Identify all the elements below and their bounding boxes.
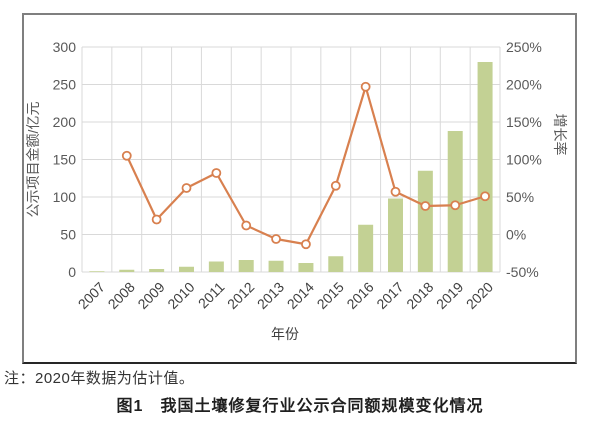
growth-marker — [241, 220, 252, 231]
year-tick: 2018 — [403, 279, 436, 312]
year-tick: 2012 — [224, 279, 257, 312]
growth-line-series — [121, 81, 490, 250]
growth-marker — [151, 214, 162, 225]
chart-frame: 300 250 200 150 100 50 0 250% 200% 150% 100% 50% 0% -… — [22, 13, 577, 364]
bar-2012 — [238, 260, 254, 272]
growth-marker — [360, 81, 371, 92]
right-tick: 0% — [506, 227, 526, 243]
year-tick: 2013 — [254, 279, 287, 312]
right-tick: 150% — [506, 114, 542, 130]
year-tick: 2017 — [373, 279, 406, 312]
growth-marker — [330, 180, 341, 191]
growth-marker — [271, 234, 281, 244]
figure-caption: 图1 我国土壤修复行业公示合同额规模变化情况 — [116, 398, 484, 415]
right-tick: 200% — [506, 77, 542, 93]
growth-marker — [480, 191, 490, 202]
bar-2013 — [268, 260, 284, 272]
left-tick: 250 — [53, 77, 77, 93]
bar-2015 — [328, 256, 344, 272]
combo-chart: 300 250 200 150 100 50 0 250% 200% 150% 100% 50% 0% -… — [25, 39, 568, 342]
right-tick: -50% — [506, 264, 539, 280]
plot-gridlines — [81, 46, 501, 273]
growth-marker — [211, 168, 222, 178]
left-tick: 150 — [53, 152, 77, 168]
year-tick: 2016 — [343, 279, 376, 312]
bar-2009 — [149, 269, 165, 272]
right-axis-ticks: 250% 200% 150% 100% 50% 0% -50% — [506, 39, 542, 280]
year-tick: 2011 — [195, 279, 228, 312]
year-tick: 2009 — [134, 279, 167, 312]
bar-2017 — [388, 198, 403, 272]
growth-marker — [301, 239, 311, 250]
left-tick: 50 — [60, 227, 76, 243]
left-tick: 300 — [53, 39, 77, 55]
bar-2018 — [417, 170, 433, 272]
bar-2008 — [119, 269, 135, 272]
year-tick: 2007 — [75, 279, 108, 312]
left-tick: 0 — [68, 264, 76, 280]
right-tick: 100% — [506, 152, 542, 168]
right-tick: 250% — [506, 39, 542, 55]
bar-2010 — [179, 266, 194, 272]
year-tick: 2019 — [433, 279, 466, 312]
bar-2011 — [208, 261, 224, 272]
growth-marker — [450, 200, 461, 211]
right-axis-title: 增长率 — [552, 114, 568, 156]
bar-2007 — [89, 271, 105, 272]
bar-2020 — [477, 62, 493, 272]
bar-series — [89, 62, 493, 272]
figure-note: 注：2020年数据为估计值。 — [4, 370, 195, 387]
year-tick: 2014 — [284, 279, 317, 312]
left-tick: 200 — [53, 114, 77, 130]
year-tick: 2008 — [105, 279, 138, 312]
growth-marker — [181, 183, 192, 193]
growth-marker — [390, 186, 401, 197]
year-tick: 2010 — [164, 279, 197, 312]
year-tick: 2020 — [463, 279, 496, 312]
left-tick: 100 — [53, 189, 77, 205]
growth-marker — [420, 201, 431, 211]
year-tick: 2015 — [314, 279, 347, 312]
x-axis-title: 年份 — [271, 326, 299, 342]
x-axis-ticks: 2007200820092010201120122013201420152016… — [75, 279, 497, 312]
bar-2016 — [358, 224, 374, 272]
bar-2014 — [298, 263, 314, 272]
growth-marker — [121, 150, 132, 161]
left-axis-ticks: 300 250 200 150 100 50 0 — [53, 39, 77, 280]
right-tick: 50% — [506, 189, 534, 205]
left-axis-title: 公示项目金额/亿元 — [25, 102, 41, 218]
